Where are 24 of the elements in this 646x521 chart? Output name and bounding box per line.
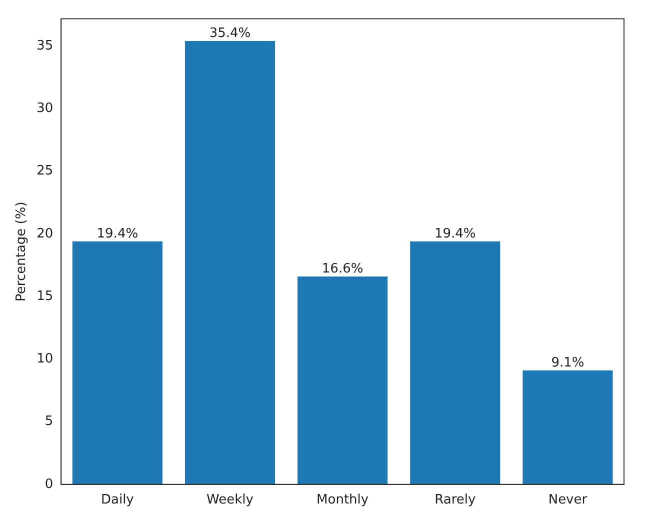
- data-label: 19.4%: [434, 226, 476, 242]
- y-tick-label: 0: [44, 476, 54, 492]
- x-tick-label: Monthly: [316, 492, 369, 508]
- bar: [184, 40, 276, 484]
- x-tick-label: Never: [548, 492, 588, 508]
- bar: [522, 370, 613, 484]
- y-axis-title: Percentage (%): [14, 202, 30, 302]
- data-label: 19.4%: [96, 226, 138, 242]
- x-tick-label: Rarely: [434, 492, 476, 508]
- bar: [72, 241, 162, 484]
- x-tick-label: Daily: [100, 492, 134, 508]
- bar: [410, 241, 500, 484]
- data-label: 35.4%: [209, 26, 251, 41]
- y-tick-label: 20: [36, 226, 54, 242]
- y-tick-label: 30: [36, 100, 54, 116]
- x-tick-label: Weekly: [206, 492, 254, 508]
- y-tick-label: 25: [36, 164, 54, 179]
- data-label: 9.1%: [551, 355, 584, 370]
- y-tick-label: 10: [36, 352, 54, 367]
- y-tick-label: 15: [36, 288, 54, 304]
- y-tick-label: 5: [44, 414, 54, 430]
- y-tick-label: 35: [36, 38, 54, 54]
- data-label: 16.6%: [322, 261, 364, 276]
- bar: [298, 276, 388, 484]
